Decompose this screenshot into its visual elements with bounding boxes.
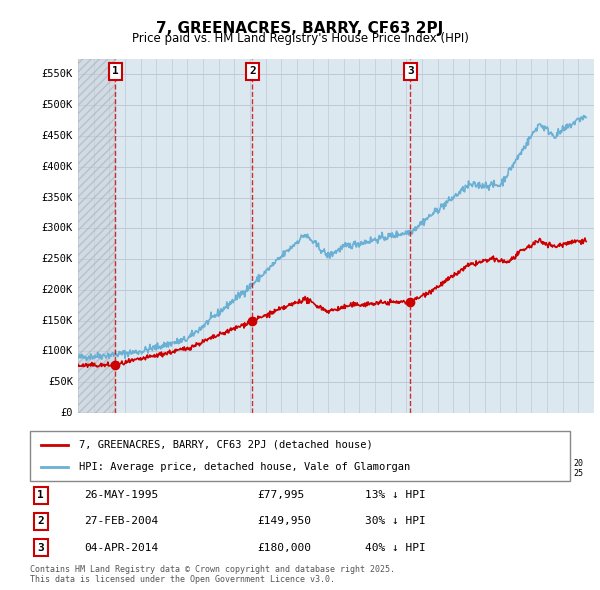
Text: £300K: £300K (41, 223, 73, 233)
Text: 20
15: 20 15 (417, 459, 427, 478)
Text: 20
06: 20 06 (276, 459, 286, 478)
Text: £550K: £550K (41, 70, 73, 80)
Text: Contains HM Land Registry data © Crown copyright and database right 2025.
This d: Contains HM Land Registry data © Crown c… (30, 565, 395, 584)
Text: 20
01: 20 01 (198, 459, 208, 478)
Text: £180,000: £180,000 (257, 543, 311, 553)
Text: £0: £0 (61, 408, 73, 418)
Text: 1: 1 (37, 490, 44, 500)
Text: 7, GREENACRES, BARRY, CF63 2PJ (detached house): 7, GREENACRES, BARRY, CF63 2PJ (detached… (79, 440, 373, 450)
Text: 20
09: 20 09 (323, 459, 333, 478)
Text: 13% ↓ HPI: 13% ↓ HPI (365, 490, 425, 500)
Text: 20
18: 20 18 (464, 459, 474, 478)
Text: 2: 2 (37, 516, 44, 526)
Text: 20
20: 20 20 (495, 459, 505, 478)
Text: 20
04: 20 04 (245, 459, 255, 478)
Bar (78, 59, 115, 413)
Text: £350K: £350K (41, 192, 73, 202)
Text: £77,995: £77,995 (257, 490, 304, 500)
Bar (78, 59, 115, 413)
Text: Price paid vs. HM Land Registry's House Price Index (HPI): Price paid vs. HM Land Registry's House … (131, 32, 469, 45)
Text: 27-FEB-2004: 27-FEB-2004 (84, 516, 158, 526)
Text: £150K: £150K (41, 316, 73, 326)
Text: 19
94: 19 94 (89, 459, 98, 478)
Text: 20
16: 20 16 (433, 459, 443, 478)
Text: 20
14: 20 14 (401, 459, 412, 478)
Text: 20
22: 20 22 (526, 459, 536, 478)
Text: £400K: £400K (41, 162, 73, 172)
Text: 19
99: 19 99 (167, 459, 177, 478)
Text: 26-MAY-1995: 26-MAY-1995 (84, 490, 158, 500)
Text: 20
25: 20 25 (574, 459, 583, 478)
Text: 20
00: 20 00 (182, 459, 193, 478)
Text: 19
95: 19 95 (104, 459, 114, 478)
Text: 19
93: 19 93 (73, 459, 83, 478)
Text: 30% ↓ HPI: 30% ↓ HPI (365, 516, 425, 526)
Text: 20
13: 20 13 (386, 459, 396, 478)
Text: 20
05: 20 05 (260, 459, 271, 478)
Text: 20
08: 20 08 (308, 459, 317, 478)
Text: 20
19: 20 19 (479, 459, 490, 478)
FancyBboxPatch shape (30, 431, 570, 481)
Text: £100K: £100K (41, 346, 73, 356)
Text: 2: 2 (249, 66, 256, 76)
Text: 20
03: 20 03 (229, 459, 239, 478)
Text: 20
11: 20 11 (355, 459, 364, 478)
Text: 40% ↓ HPI: 40% ↓ HPI (365, 543, 425, 553)
Text: 19
98: 19 98 (151, 459, 161, 478)
Text: £200K: £200K (41, 285, 73, 295)
Text: £50K: £50K (48, 377, 73, 387)
Text: 20
02: 20 02 (214, 459, 224, 478)
Text: £500K: £500K (41, 100, 73, 110)
Text: 20
12: 20 12 (370, 459, 380, 478)
Text: £250K: £250K (41, 254, 73, 264)
Text: 20
10: 20 10 (339, 459, 349, 478)
Text: 19
97: 19 97 (136, 459, 146, 478)
Text: 3: 3 (407, 66, 414, 76)
Text: HPI: Average price, detached house, Vale of Glamorgan: HPI: Average price, detached house, Vale… (79, 462, 410, 472)
Text: £149,950: £149,950 (257, 516, 311, 526)
Text: 20
21: 20 21 (511, 459, 521, 478)
Text: 20
07: 20 07 (292, 459, 302, 478)
Text: 19
96: 19 96 (120, 459, 130, 478)
Text: 3: 3 (37, 543, 44, 553)
Text: 04-APR-2014: 04-APR-2014 (84, 543, 158, 553)
Text: 7, GREENACRES, BARRY, CF63 2PJ: 7, GREENACRES, BARRY, CF63 2PJ (157, 21, 443, 35)
Text: 1: 1 (112, 66, 119, 76)
Text: 20
17: 20 17 (448, 459, 458, 478)
Text: 20
24: 20 24 (558, 459, 568, 478)
Text: £450K: £450K (41, 131, 73, 141)
Text: 20
23: 20 23 (542, 459, 552, 478)
